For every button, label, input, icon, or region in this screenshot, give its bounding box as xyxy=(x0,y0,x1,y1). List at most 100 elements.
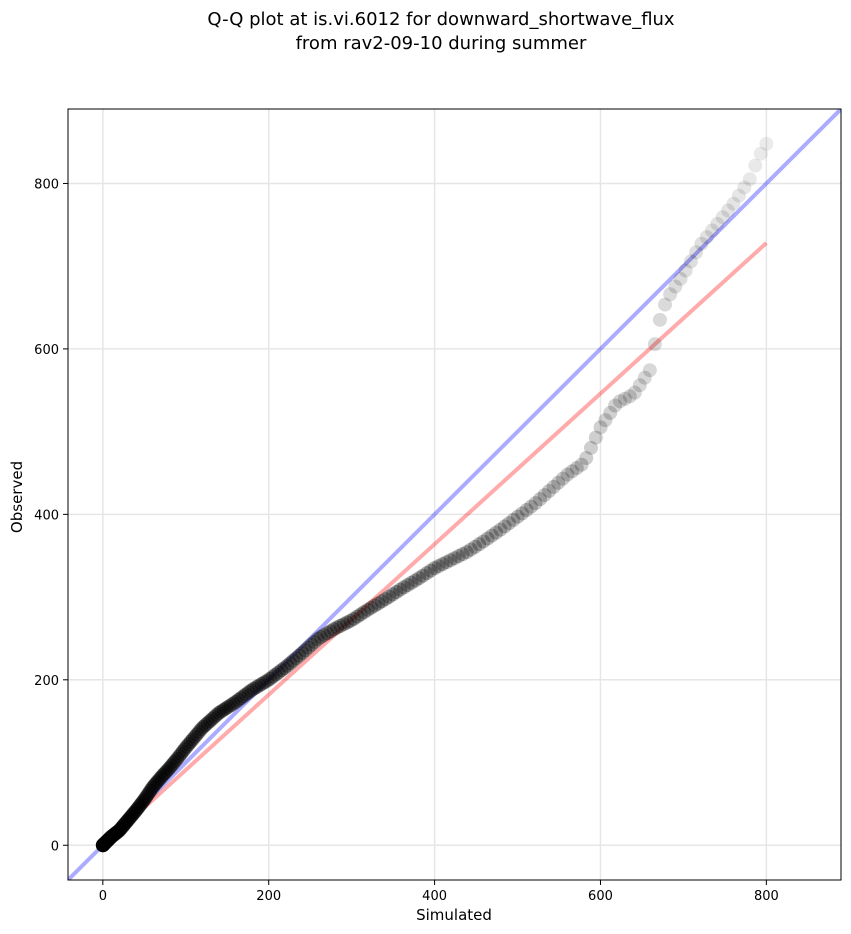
qq-point xyxy=(246,681,261,696)
qq-point xyxy=(524,499,539,514)
qq-point xyxy=(439,555,454,570)
qq-point xyxy=(214,704,229,719)
qq-point xyxy=(603,405,618,420)
qq-point xyxy=(166,756,181,771)
qq-point xyxy=(271,665,286,680)
qq-point xyxy=(598,413,613,428)
qq-point xyxy=(435,557,450,572)
qq-point xyxy=(502,516,517,531)
qq-point xyxy=(136,794,151,809)
qq-point xyxy=(95,838,110,853)
qq-point xyxy=(95,838,110,853)
qq-point xyxy=(181,737,196,752)
qq-point xyxy=(170,751,185,766)
qq-point xyxy=(759,136,774,151)
qq-point xyxy=(130,800,145,815)
x-tick-label: 200 xyxy=(256,889,281,904)
qq-point xyxy=(115,819,130,834)
qq-point xyxy=(489,525,504,540)
qq-point xyxy=(117,817,132,832)
qq-point xyxy=(106,828,121,843)
qq-point xyxy=(476,534,491,549)
qq-point xyxy=(95,838,110,853)
qq-point xyxy=(161,762,176,777)
qq-point xyxy=(99,834,114,849)
qq-point xyxy=(385,587,400,602)
qq-point xyxy=(162,760,177,775)
qq-point xyxy=(96,837,111,852)
identity-line xyxy=(68,109,841,880)
qq-point xyxy=(533,492,548,507)
qq-point xyxy=(104,829,119,844)
qq-point xyxy=(179,739,194,754)
qq-point xyxy=(116,818,131,833)
qq-point xyxy=(323,624,338,639)
qq-point xyxy=(96,837,111,852)
qq-point xyxy=(126,807,141,822)
qq-point xyxy=(177,741,192,756)
qq-point xyxy=(97,836,112,851)
qq-point xyxy=(612,394,627,409)
qq-point xyxy=(238,687,253,702)
qq-point xyxy=(484,528,499,543)
qq-point xyxy=(546,479,561,494)
qq-point xyxy=(292,648,307,663)
qq-point xyxy=(260,673,275,688)
qq-point xyxy=(228,694,243,709)
qq-point xyxy=(371,596,386,611)
qq-point xyxy=(103,831,118,846)
qq-point xyxy=(164,758,179,773)
qq-point xyxy=(257,675,272,690)
qq-point xyxy=(95,838,110,853)
qq-point xyxy=(298,643,313,658)
qq-point xyxy=(108,826,123,841)
y-tick-label: 400 xyxy=(34,508,59,523)
qq-point xyxy=(295,646,310,661)
qq-point xyxy=(710,216,725,231)
qq-point xyxy=(360,602,375,617)
qq-point xyxy=(340,615,355,630)
qq-point xyxy=(183,734,198,749)
qq-point xyxy=(159,764,174,779)
qq-point xyxy=(196,719,211,734)
qq-point xyxy=(608,398,623,413)
qq-point xyxy=(118,816,133,831)
qq-point xyxy=(506,512,521,527)
qq-point xyxy=(96,837,111,852)
qq-point xyxy=(221,699,236,714)
qq-point xyxy=(367,598,382,613)
qq-point xyxy=(336,617,351,632)
qq-point xyxy=(109,825,124,840)
qq-point xyxy=(216,702,231,717)
y-tick-label: 800 xyxy=(34,177,59,192)
qq-point xyxy=(588,430,603,445)
qq-point xyxy=(98,835,113,850)
qq-point xyxy=(480,531,495,546)
qq-point xyxy=(378,592,393,607)
qq-point xyxy=(100,833,115,848)
qq-point xyxy=(141,785,156,800)
qq-point xyxy=(209,707,224,722)
plot-area: 0 200 400 600 800 0 200 400 600 800 xyxy=(34,108,842,904)
qq-point xyxy=(207,709,222,724)
qq-point xyxy=(205,712,220,727)
qq-point xyxy=(200,716,215,731)
qq-point xyxy=(443,553,458,568)
qq-point xyxy=(236,689,251,704)
qq-point xyxy=(127,805,142,820)
qq-point xyxy=(97,836,112,851)
qq-point xyxy=(112,823,127,838)
qq-point xyxy=(574,457,589,472)
qq-point xyxy=(289,651,304,666)
chart-title-line2: from rav2-09-10 during summer xyxy=(296,33,587,54)
qq-point xyxy=(144,781,159,796)
qq-point xyxy=(748,158,763,173)
qq-point xyxy=(678,263,693,278)
qq-point xyxy=(211,705,226,720)
qq-point xyxy=(107,827,122,842)
qq-point xyxy=(106,827,121,842)
qq-point xyxy=(143,783,158,798)
qq-point xyxy=(119,815,134,830)
qq-point xyxy=(152,771,167,786)
